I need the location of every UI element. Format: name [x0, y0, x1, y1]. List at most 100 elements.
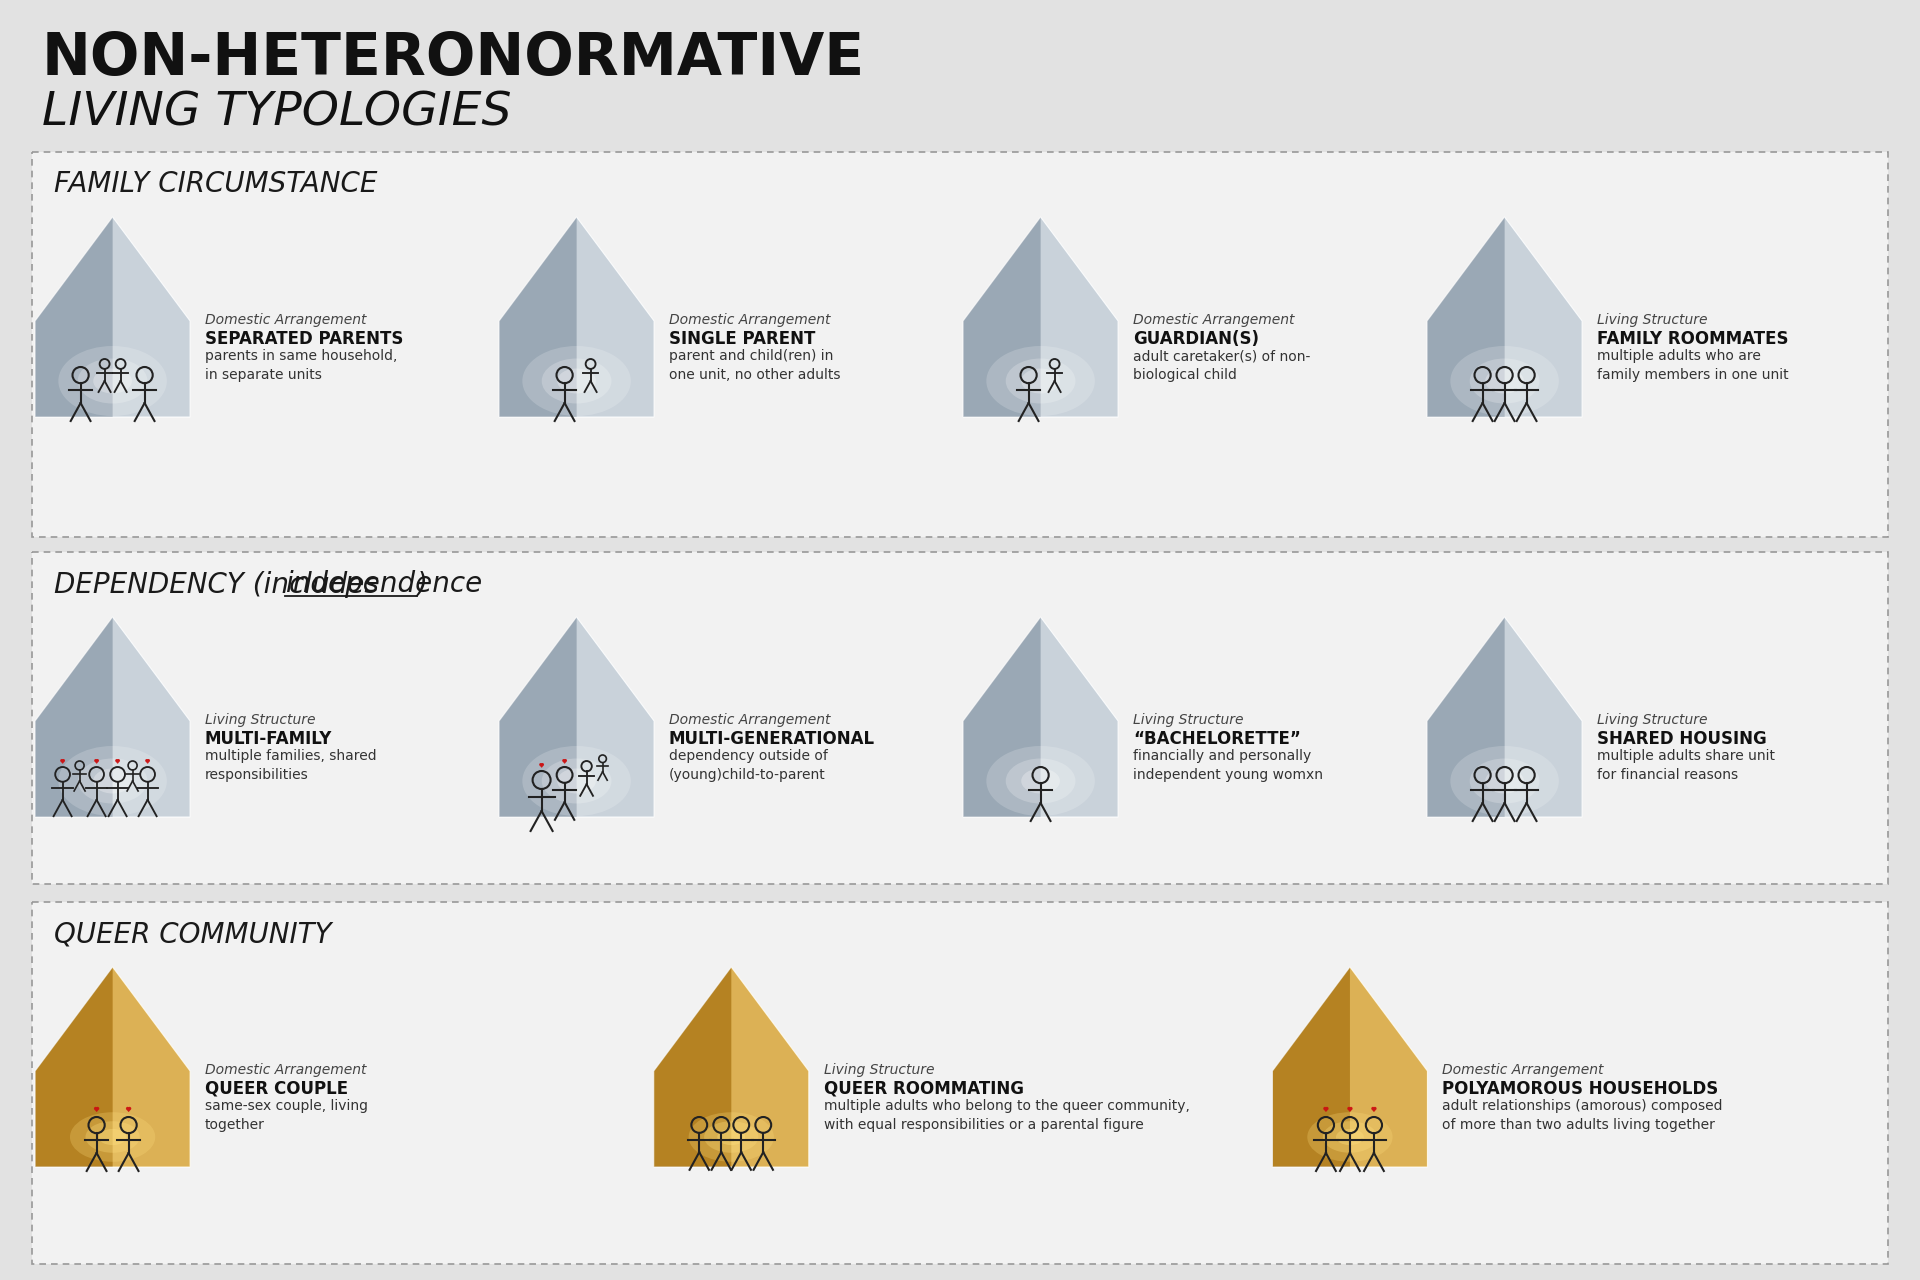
Text: Domestic Arrangement: Domestic Arrangement: [1133, 314, 1294, 326]
Polygon shape: [35, 218, 113, 417]
Text: NON-HETERONORMATIVE: NON-HETERONORMATIVE: [42, 29, 866, 87]
Text: independence: independence: [284, 570, 482, 598]
Polygon shape: [499, 617, 576, 817]
Polygon shape: [964, 617, 1041, 817]
Polygon shape: [94, 1107, 98, 1111]
Text: Living Structure: Living Structure: [1133, 713, 1244, 727]
Ellipse shape: [987, 746, 1094, 817]
Polygon shape: [964, 617, 1117, 817]
Ellipse shape: [557, 369, 595, 393]
Text: QUEER COUPLE: QUEER COUPLE: [205, 1080, 348, 1098]
Polygon shape: [94, 760, 98, 763]
Polygon shape: [540, 764, 543, 767]
Ellipse shape: [86, 1121, 140, 1153]
Ellipse shape: [541, 759, 611, 804]
Ellipse shape: [58, 746, 167, 817]
Text: Domestic Arrangement: Domestic Arrangement: [1442, 1062, 1603, 1076]
Text: MULTI-FAMILY: MULTI-FAMILY: [205, 730, 332, 748]
Polygon shape: [563, 760, 566, 763]
Polygon shape: [115, 760, 119, 763]
Text: parents in same household,
in separate units: parents in same household, in separate u…: [205, 349, 397, 381]
Text: MULTI-GENERATIONAL: MULTI-GENERATIONAL: [668, 730, 876, 748]
Polygon shape: [1427, 218, 1505, 417]
Ellipse shape: [94, 369, 132, 393]
Ellipse shape: [557, 768, 595, 794]
Text: SINGLE PARENT: SINGLE PARENT: [668, 330, 816, 348]
Text: QUEER COMMUNITY: QUEER COMMUNITY: [54, 920, 332, 948]
Text: FAMILY CIRCUMSTANCE: FAMILY CIRCUMSTANCE: [54, 170, 378, 198]
Polygon shape: [576, 218, 655, 417]
Ellipse shape: [77, 759, 148, 804]
Ellipse shape: [1450, 346, 1559, 416]
Polygon shape: [35, 966, 113, 1167]
Polygon shape: [499, 617, 655, 817]
Text: Domestic Arrangement: Domestic Arrangement: [668, 713, 831, 727]
Text: DEPENDENCY (includes: DEPENDENCY (includes: [54, 570, 388, 598]
Ellipse shape: [522, 746, 632, 817]
Ellipse shape: [1450, 746, 1559, 817]
Ellipse shape: [94, 768, 132, 794]
Text: POLYAMOROUS HOUSEHOLDS: POLYAMOROUS HOUSEHOLDS: [1442, 1080, 1718, 1098]
Polygon shape: [113, 966, 190, 1167]
Polygon shape: [1041, 617, 1117, 817]
Ellipse shape: [77, 358, 148, 403]
Polygon shape: [499, 218, 576, 417]
Text: adult caretaker(s) of non-
biological child: adult caretaker(s) of non- biological ch…: [1133, 349, 1309, 381]
Text: same-sex couple, living
together: same-sex couple, living together: [205, 1100, 369, 1132]
Text: “BACHELORETTE”: “BACHELORETTE”: [1133, 730, 1302, 748]
Ellipse shape: [1021, 768, 1060, 794]
Polygon shape: [61, 760, 65, 763]
Text: Domestic Arrangement: Domestic Arrangement: [668, 314, 831, 326]
Text: ): ): [417, 570, 428, 598]
Polygon shape: [35, 218, 190, 417]
Ellipse shape: [541, 358, 611, 403]
Polygon shape: [499, 218, 655, 417]
Ellipse shape: [987, 346, 1094, 416]
Polygon shape: [1505, 218, 1582, 417]
Ellipse shape: [1323, 1121, 1377, 1153]
Polygon shape: [655, 966, 808, 1167]
Ellipse shape: [1021, 369, 1060, 393]
Polygon shape: [964, 218, 1041, 417]
Polygon shape: [1348, 1107, 1352, 1111]
Polygon shape: [127, 1107, 131, 1111]
Polygon shape: [35, 617, 113, 817]
Ellipse shape: [1486, 768, 1524, 794]
Polygon shape: [1427, 218, 1582, 417]
FancyBboxPatch shape: [33, 902, 1887, 1265]
Text: QUEER ROOMMATING: QUEER ROOMMATING: [824, 1080, 1023, 1098]
Text: FAMILY ROOMMATES: FAMILY ROOMMATES: [1597, 330, 1789, 348]
Text: Living Structure: Living Structure: [1597, 314, 1707, 326]
Ellipse shape: [689, 1112, 774, 1162]
Polygon shape: [1273, 966, 1427, 1167]
Text: parent and child(ren) in
one unit, no other adults: parent and child(ren) in one unit, no ot…: [668, 349, 841, 381]
Polygon shape: [1325, 1107, 1329, 1111]
Ellipse shape: [1336, 1129, 1363, 1146]
Text: LIVING TYPOLOGIES: LIVING TYPOLOGIES: [42, 90, 511, 134]
Text: dependency outside of
(young)child-to-parent: dependency outside of (young)child-to-pa…: [668, 749, 828, 782]
Text: multiple adults who belong to the queer community,
with equal responsibilities o: multiple adults who belong to the queer …: [824, 1100, 1190, 1132]
Polygon shape: [1427, 617, 1582, 817]
Text: financially and personally
independent young womxn: financially and personally independent y…: [1133, 749, 1323, 782]
Ellipse shape: [1006, 358, 1075, 403]
Text: SHARED HOUSING: SHARED HOUSING: [1597, 730, 1766, 748]
Text: Domestic Arrangement: Domestic Arrangement: [205, 1062, 367, 1076]
Text: GUARDIAN(S): GUARDIAN(S): [1133, 330, 1260, 348]
Ellipse shape: [1469, 759, 1540, 804]
Ellipse shape: [1006, 759, 1075, 804]
Ellipse shape: [98, 1129, 127, 1146]
Polygon shape: [1273, 966, 1350, 1167]
Text: multiple adults who are
family members in one unit: multiple adults who are family members i…: [1597, 349, 1789, 381]
FancyBboxPatch shape: [33, 152, 1887, 538]
Text: SEPARATED PARENTS: SEPARATED PARENTS: [205, 330, 403, 348]
Polygon shape: [1427, 617, 1505, 817]
Polygon shape: [1350, 966, 1427, 1167]
Polygon shape: [732, 966, 808, 1167]
Text: Living Structure: Living Structure: [824, 1062, 935, 1076]
Text: multiple families, shared
responsibilities: multiple families, shared responsibiliti…: [205, 749, 376, 782]
Text: Living Structure: Living Structure: [1597, 713, 1707, 727]
Text: multiple adults share unit
for financial reasons: multiple adults share unit for financial…: [1597, 749, 1774, 782]
FancyBboxPatch shape: [33, 552, 1887, 884]
Polygon shape: [35, 966, 190, 1167]
Polygon shape: [113, 617, 190, 817]
